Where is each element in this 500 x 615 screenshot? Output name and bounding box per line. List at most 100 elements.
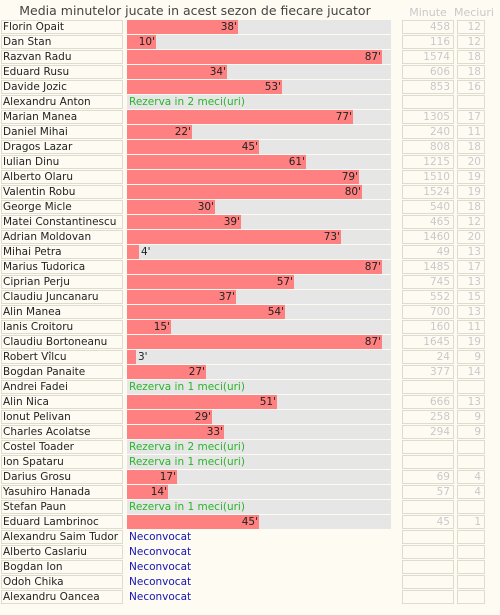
matches-cell: 18 [457, 65, 485, 79]
minutes-cell: 465 [402, 215, 454, 229]
player-row: Odoh Chika Neconvocat [0, 575, 500, 590]
not-called-up-note: Neconvocat [129, 576, 192, 588]
bar-track: 53' [127, 80, 391, 94]
player-name: Charles Acolatse [1, 425, 123, 439]
minutes-cell [402, 380, 454, 394]
minutes-bar [127, 485, 168, 499]
player-name: George Micle [1, 200, 123, 214]
bar-track: Neconvocat [127, 590, 391, 604]
minutes-bar [127, 65, 227, 79]
player-row: Ionut Pelivan 29' 258 9 [0, 410, 500, 425]
bar-track: Rezerva in 2 meci(uri) [127, 95, 391, 109]
minutes-bar [127, 20, 238, 34]
bar-track: 30' [127, 200, 391, 214]
bar-value-label: 51' [259, 396, 276, 408]
minutes-cell: 24 [402, 350, 454, 364]
player-name: Ionut Pelivan [1, 410, 123, 424]
player-name: Dragos Lazar [1, 140, 123, 154]
minutes-cell: 700 [402, 305, 454, 319]
player-name: Davide Jozic [1, 80, 123, 94]
chart-title: Media minutelor jucate in acest sezon de… [19, 3, 371, 18]
player-row: Razvan Radu 87' 1574 18 [0, 50, 500, 65]
player-name: Yasuhiro Hanada [1, 485, 123, 499]
bar-value-label: 45' [241, 516, 258, 528]
matches-cell: 12 [457, 215, 485, 229]
minutes-bar [127, 125, 192, 139]
bar-track: Rezerva in 1 meci(uri) [127, 380, 391, 394]
player-row: Florin Opait 38' 458 12 [0, 20, 500, 35]
bar-track: 73' [127, 230, 391, 244]
matches-cell [457, 590, 485, 604]
player-name: Matei Constantinescu [1, 215, 123, 229]
bar-value-label: 80' [344, 186, 361, 198]
matches-cell [457, 455, 485, 469]
bar-value-label: 3' [138, 351, 148, 363]
player-name: Marius Tudorica [1, 260, 123, 274]
matches-cell [457, 560, 485, 574]
bar-value-label: 54' [267, 306, 284, 318]
player-row: Davide Jozic 53' 853 16 [0, 80, 500, 95]
minutes-cell: 377 [402, 365, 454, 379]
minutes-cell: 1510 [402, 170, 454, 184]
minutes-cell: 1574 [402, 50, 454, 64]
matches-cell: 18 [457, 50, 485, 64]
matches-cell: 13 [457, 395, 485, 409]
minutes-bar [127, 470, 177, 484]
player-name: Dan Stan [1, 35, 123, 49]
player-name: Eduard Lambrinoc [1, 515, 123, 529]
bar-track: 27' [127, 365, 391, 379]
player-name: Claudiu Juncanaru [1, 290, 123, 304]
player-row: Ion Spataru Rezerva in 1 meci(uri) [0, 455, 500, 470]
bar-track: 38' [127, 20, 391, 34]
minutes-cell: 240 [402, 125, 454, 139]
matches-cell: 9 [457, 425, 485, 439]
matches-cell: 17 [457, 260, 485, 274]
bar-track: 87' [127, 335, 391, 349]
bar-value-label: 87' [364, 336, 381, 348]
minutes-bar [127, 155, 306, 169]
matches-cell: 9 [457, 350, 485, 364]
matches-cell: 17 [457, 110, 485, 124]
player-name: Alberto Olaru [1, 170, 123, 184]
bar-track: Rezerva in 1 meci(uri) [127, 455, 391, 469]
matches-column-header: Meciuri [454, 6, 494, 19]
bar-value-label: 17' [159, 471, 176, 483]
matches-cell: 19 [457, 170, 485, 184]
bar-track: 87' [127, 50, 391, 64]
minutes-cell: 160 [402, 320, 454, 334]
minutes-bar [127, 365, 206, 379]
minutes-cell [402, 95, 454, 109]
bar-track: 45' [127, 515, 391, 529]
player-row: Alberto Olaru 79' 1510 19 [0, 170, 500, 185]
player-row: Valentin Robu 80' 1524 19 [0, 185, 500, 200]
player-row: Charles Acolatse 33' 294 9 [0, 425, 500, 440]
matches-cell: 18 [457, 200, 485, 214]
player-row: Alexandru Saim Tudor Neconvocat [0, 530, 500, 545]
player-row: Robert Vîlcu 3' 24 9 [0, 350, 500, 365]
bar-value-label: 45' [241, 141, 258, 153]
matches-cell: 16 [457, 80, 485, 94]
matches-cell: 19 [457, 185, 485, 199]
minutes-bar [127, 110, 353, 124]
minutes-bar [127, 170, 359, 184]
player-row: Eduard Rusu 34' 606 18 [0, 65, 500, 80]
minutes-bar [127, 140, 259, 154]
player-row: Daniel Mihai 22' 240 11 [0, 125, 500, 140]
player-name: Andrei Fadei [1, 380, 123, 394]
minutes-cell: 1485 [402, 260, 454, 274]
matches-cell: 12 [457, 20, 485, 34]
minutes-cell: 666 [402, 395, 454, 409]
minutes-cell: 853 [402, 80, 454, 94]
player-name: Ciprian Perju [1, 275, 123, 289]
matches-cell: 4 [457, 470, 485, 484]
matches-cell: 13 [457, 275, 485, 289]
minutes-cell: 45 [402, 515, 454, 529]
player-row: Alin Nica 51' 666 13 [0, 395, 500, 410]
player-name: Adrian Moldovan [1, 230, 123, 244]
minutes-cell: 57 [402, 485, 454, 499]
minutes-cell: 69 [402, 470, 454, 484]
minutes-cell [402, 560, 454, 574]
matches-cell: 11 [457, 320, 485, 334]
player-name: Robert Vîlcu [1, 350, 123, 364]
minutes-cell: 1215 [402, 155, 454, 169]
